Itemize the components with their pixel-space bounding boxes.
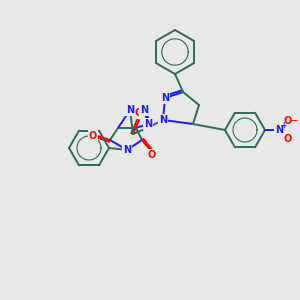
Text: O: O bbox=[135, 108, 143, 118]
Text: O: O bbox=[148, 150, 156, 160]
Text: N: N bbox=[144, 119, 152, 129]
Text: N: N bbox=[161, 93, 169, 103]
Text: N: N bbox=[275, 125, 283, 135]
Text: O: O bbox=[284, 116, 292, 126]
Text: N: N bbox=[123, 145, 131, 155]
Text: O: O bbox=[89, 131, 97, 141]
Text: −: − bbox=[290, 116, 298, 125]
Text: N: N bbox=[159, 115, 167, 125]
Text: O: O bbox=[284, 134, 292, 144]
Text: N: N bbox=[140, 105, 148, 115]
Text: N: N bbox=[126, 105, 134, 115]
Text: +: + bbox=[280, 121, 286, 130]
